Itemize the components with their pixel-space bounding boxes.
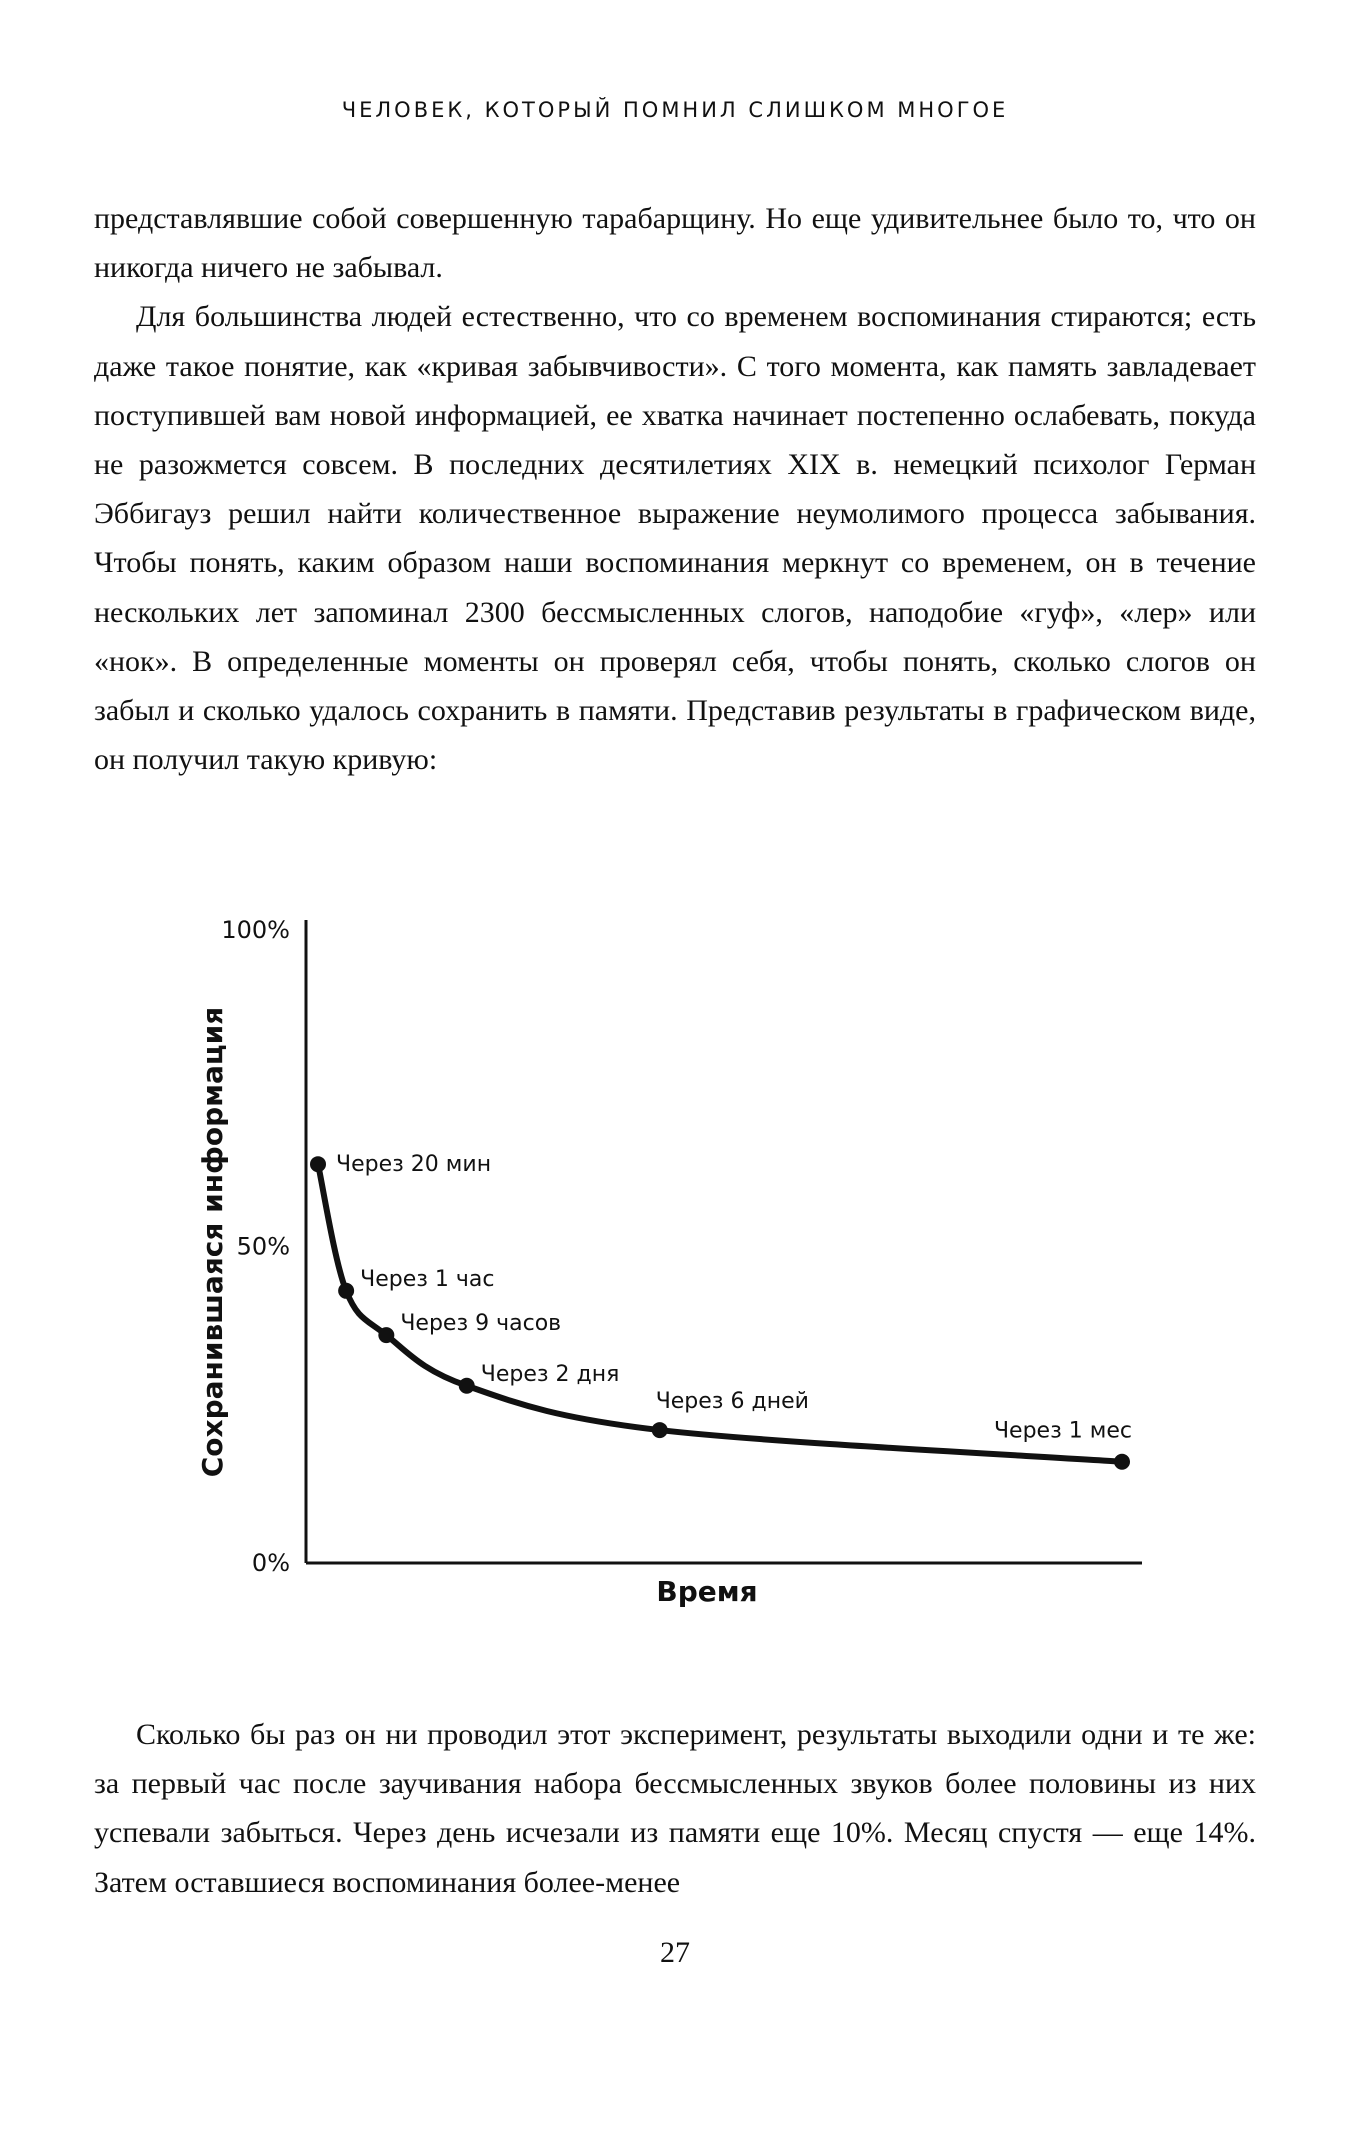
- curve-point: [310, 1156, 326, 1173]
- paragraph: представлявшие собой совершенную тарабар…: [94, 202, 1256, 285]
- curve-point: [378, 1327, 395, 1344]
- point-label: Через 6 дней: [656, 1389, 809, 1414]
- y-tick-label: 50%: [237, 1233, 290, 1261]
- curve-points: Через 20 мин Через 1 час Через 9 часов Чере…: [310, 1152, 1132, 1470]
- y-axis-label: Сохранившаяся информация: [196, 1007, 229, 1478]
- point-label: Через 1 мес: [994, 1419, 1132, 1444]
- paragraph: Для большинства людей естественно, что с…: [94, 300, 1256, 777]
- point-label: Через 1 час: [360, 1267, 494, 1292]
- y-tick-labels: 100% 50% 0%: [221, 916, 290, 1577]
- forgetting-curve-line: [315, 1161, 1125, 1465]
- body-text-top: представлявшие собой совершенную тарабар…: [94, 194, 1256, 784]
- point-label: Через 2 дня: [481, 1362, 620, 1387]
- point-label: Через 20 мин: [336, 1152, 491, 1177]
- page-number: 27: [660, 1936, 690, 1969]
- y-tick-label: 100%: [221, 916, 290, 944]
- y-tick-label: 0%: [252, 1549, 290, 1577]
- paragraph: Сколько бы раз он ни проводил этот экспе…: [94, 1718, 1256, 1899]
- x-axis-label: Время: [656, 1575, 757, 1608]
- running-head: ЧЕЛОВЕК, КОТОРЫЙ ПОМНИЛ СЛИШКОМ МНОГОЕ: [341, 98, 1009, 122]
- curve-point: [458, 1377, 475, 1394]
- body-text-bottom: Сколько бы раз он ни проводил этот экспе…: [94, 1710, 1256, 1907]
- point-label: Через 9 часов: [400, 1311, 561, 1336]
- curve-point: [651, 1422, 668, 1439]
- curve-point: [338, 1282, 355, 1299]
- curve-point: [1114, 1453, 1130, 1470]
